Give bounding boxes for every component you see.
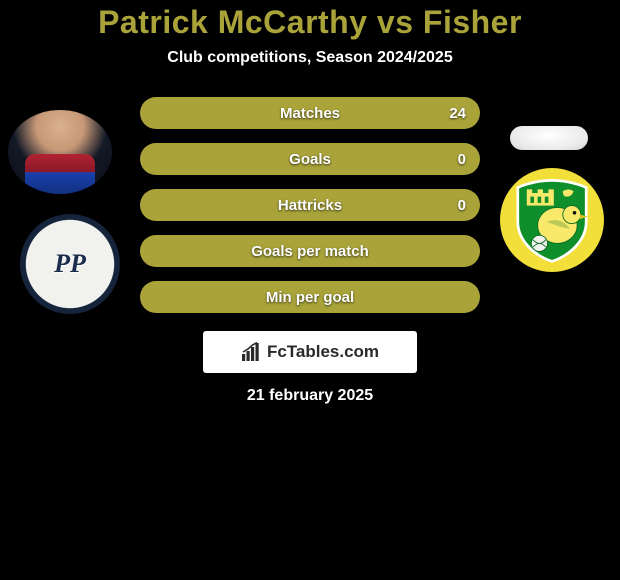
- stat-label: Goals: [289, 151, 331, 168]
- player-photo-right: [510, 126, 588, 150]
- stat-row-min-per-goal: Min per goal: [140, 281, 480, 313]
- subtitle: Club competitions, Season 2024/2025: [0, 49, 620, 67]
- page-title: Patrick McCarthy vs Fisher: [0, 4, 620, 41]
- bar-chart-icon: [241, 342, 263, 362]
- stat-label: Matches: [280, 105, 340, 122]
- crest-monogram: PP: [54, 249, 86, 279]
- club-crest-right: [500, 168, 604, 272]
- stat-value-right: 0: [458, 151, 466, 168]
- stat-value-right: 24: [449, 105, 466, 122]
- stat-value-right: 0: [458, 197, 466, 214]
- stat-row-goals: Goals 0: [140, 143, 480, 175]
- stat-label: Hattricks: [278, 197, 342, 214]
- brand-text: FcTables.com: [267, 342, 379, 362]
- stat-label: Goals per match: [251, 243, 369, 260]
- club-crest-left: PP: [20, 214, 120, 314]
- stat-row-goals-per-match: Goals per match: [140, 235, 480, 267]
- brand-box: FcTables.com: [203, 331, 417, 373]
- date: 21 february 2025: [0, 387, 620, 405]
- stat-row-matches: Matches 24: [140, 97, 480, 129]
- stat-label: Min per goal: [266, 289, 354, 306]
- player-photo-left: [8, 110, 112, 194]
- stat-row-hattricks: Hattricks 0: [140, 189, 480, 221]
- comparison-card: Patrick McCarthy vs Fisher Club competit…: [0, 0, 620, 580]
